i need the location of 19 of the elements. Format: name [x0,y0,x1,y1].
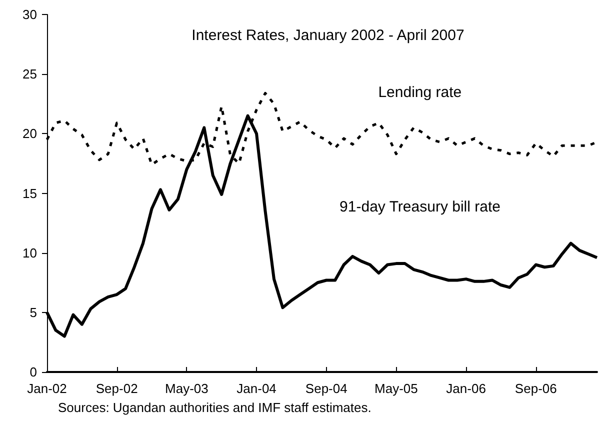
x-tick-label: Jan-04 [236,381,276,396]
y-tick-label: 25 [22,66,37,82]
source-note: Sources: Ugandan authorities and IMF staff estimates. [58,400,372,415]
y-tick-label: 5 [30,304,37,320]
text: Interest Rates, January 2002 - April 2007 [192,27,464,44]
y-tick-label: 10 [22,245,37,260]
y-tick-label: 15 [22,186,37,201]
x-tick-label: Jan-02 [27,381,67,396]
x-tick-label: Sep-06 [514,381,557,396]
x-tick-label: Sep-04 [305,381,348,396]
x-tick-label: Sep-02 [96,381,138,396]
text: 91-day Treasury bill rate [340,198,500,216]
y-tick-label: 20 [22,126,37,142]
x-tick-label: Jan-06 [446,381,486,396]
y-tick-label: 30 [22,7,37,22]
x-tick-label: May-05 [374,381,418,396]
series-label: Lending rate [378,84,462,101]
y-tick-label: 0 [30,364,37,380]
x-tick-label: May-03 [165,381,208,396]
